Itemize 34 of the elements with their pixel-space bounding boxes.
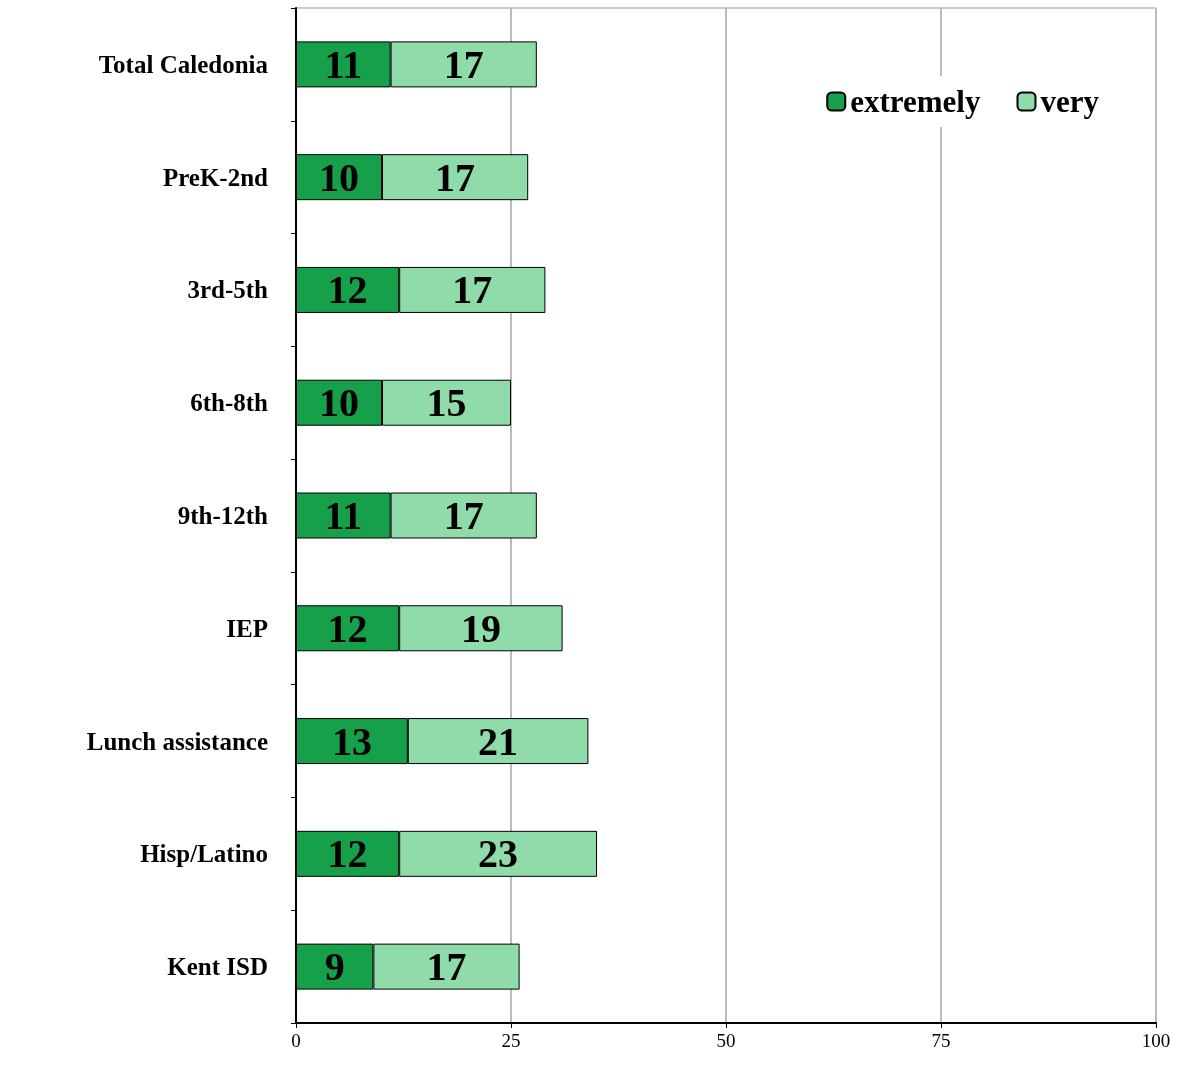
data-label: 17 [426,944,467,990]
data-label: 17 [452,267,493,313]
y-tick-label: Lunch assistance [86,727,268,755]
data-label: 17 [435,154,476,200]
data-label: 17 [443,41,484,87]
legend-label: extremely [850,84,981,119]
legend-label: very [1040,84,1100,119]
y-tick-label: IEP [226,614,268,642]
data-label: 12 [327,605,368,651]
y-tick-label: 6th-8th [190,389,269,417]
y-tick-label: 9th-12th [177,502,269,529]
data-label: 11 [324,41,363,87]
data-label: 9 [324,944,345,990]
x-tick-label: 0 [291,1030,301,1051]
y-tick-label: PreK-2nd [162,163,269,191]
data-label: 10 [319,154,359,200]
data-label: 17 [443,493,484,538]
data-label: 13 [331,718,372,764]
data-label: 10 [319,380,359,426]
data-label: 19 [460,605,501,651]
data-label: 23 [478,831,519,877]
x-tick-label: 25 [501,1030,521,1051]
data-label: 11 [324,493,363,538]
y-tick-label: Hisp/Latino [140,840,268,868]
data-label: 21 [478,718,519,764]
x-tick-label: 100 [1141,1030,1171,1051]
x-tick-label: 75 [931,1030,951,1051]
y-tick-label: 3rd-5th [187,276,269,304]
y-tick-label: Total Caledonia [98,50,269,78]
data-label: 12 [327,831,368,877]
data-label: 15 [426,380,467,426]
data-label: 12 [327,267,368,313]
x-tick-label: 50 [716,1030,736,1051]
y-tick-label: Kent ISD [167,953,268,981]
